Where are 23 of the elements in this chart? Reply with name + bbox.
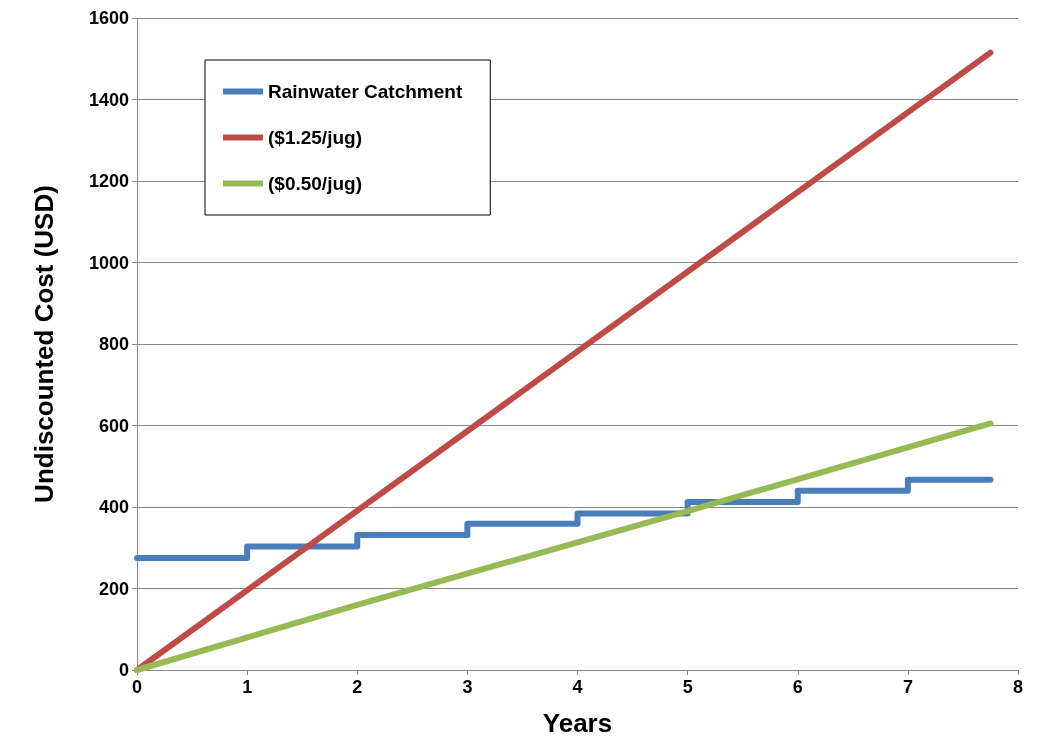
- legend-label: Rainwater Catchment: [268, 81, 463, 102]
- y-tick-label: 0: [118, 660, 129, 680]
- y-tick-label: 1000: [88, 252, 129, 273]
- x-tick-label: 0: [131, 677, 143, 697]
- legend-label: ($1.25/jug): [268, 127, 362, 148]
- y-tick-label: 1600: [88, 8, 129, 28]
- x-tick-label: 4: [572, 677, 583, 697]
- y-tick-label: 600: [98, 415, 129, 436]
- x-tick-label: 6: [792, 677, 803, 697]
- y-axis-title: Undiscounted Cost (USD): [29, 185, 59, 503]
- x-tick-label: 7: [902, 677, 913, 697]
- y-tick-label: 800: [98, 334, 129, 354]
- x-tick-label: 5: [682, 677, 693, 697]
- legend-label: ($0.50/jug): [268, 173, 362, 194]
- x-axis-title: Years: [542, 708, 613, 738]
- x-tick-label: 8: [1012, 677, 1024, 697]
- y-tick-label: 1200: [88, 171, 129, 191]
- x-tick-label: 1: [242, 677, 253, 697]
- y-tick-label: 200: [98, 578, 129, 599]
- x-tick-label: 2: [352, 677, 363, 697]
- x-tick-label: 3: [462, 677, 473, 697]
- y-tick-label: 1400: [88, 89, 129, 110]
- y-tick-label: 400: [98, 497, 129, 517]
